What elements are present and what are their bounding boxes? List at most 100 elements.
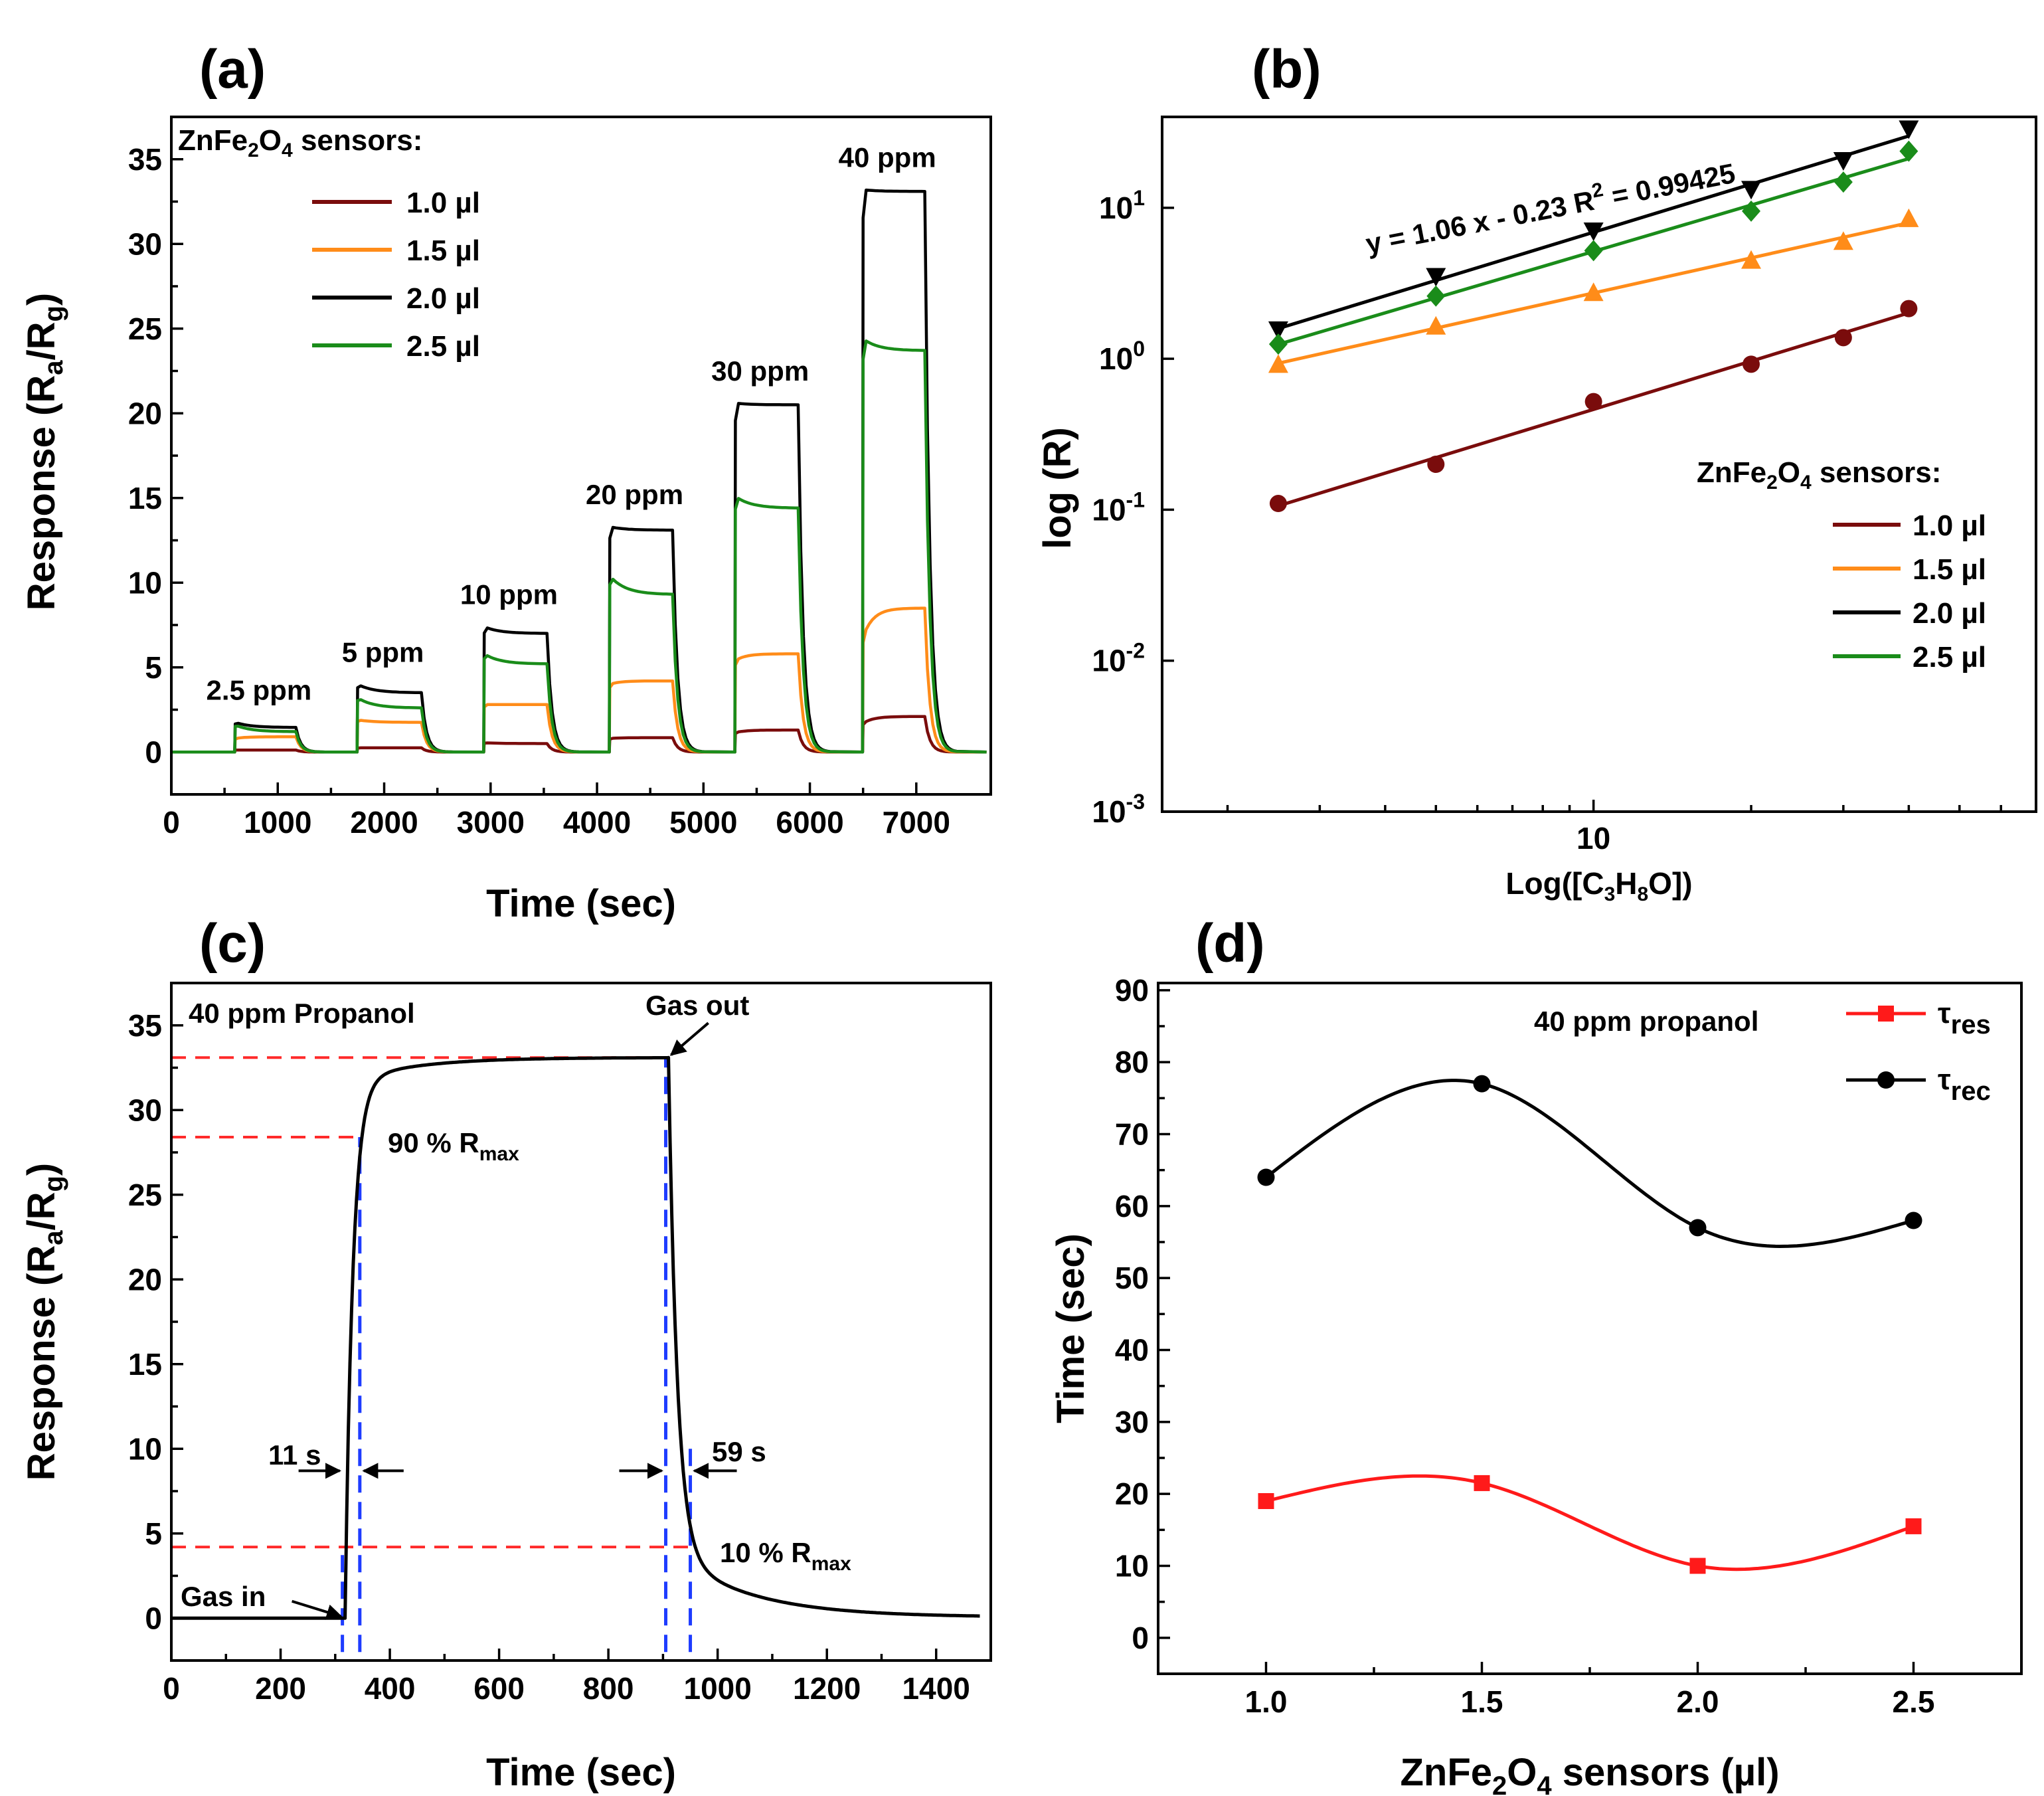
panel-c-ylabel: Response (Ra/Rg) (20, 1163, 68, 1481)
a-ytick-label: 25 (128, 312, 162, 346)
a-xtick-label: 3000 (457, 805, 525, 840)
panel-c-title: 40 ppm Propanol (189, 998, 415, 1029)
a-pulse-label: 2.5 ppm (206, 675, 311, 706)
response-time-label: 11 s (268, 1439, 321, 1471)
panel-a-ylabel: Response (Ra/Rg) (20, 293, 68, 611)
d-ytick-label: 60 (1115, 1189, 1149, 1223)
d-point (1905, 1212, 1922, 1229)
b-point (1583, 282, 1604, 302)
recovery-time-label: 59 s (712, 1436, 766, 1467)
a-ytick-label: 0 (145, 735, 162, 769)
b-point (1427, 456, 1445, 473)
a-xtick-label: 0 (163, 805, 180, 840)
b-point (1741, 250, 1762, 269)
gas-out-label: Gas out (645, 990, 749, 1021)
b-point (1426, 315, 1446, 335)
panel-c-curve (171, 1055, 980, 1620)
gas-out-arrow (669, 1022, 709, 1056)
d-ytick-label: 80 (1115, 1045, 1149, 1079)
d-point (1689, 1558, 1706, 1574)
d-xtick-label: 1.0 (1245, 1684, 1288, 1719)
panel-b-points (1268, 120, 1919, 513)
b-legend-label: 1.5 µl (1913, 553, 1986, 586)
b-point (1426, 285, 1446, 307)
a-pulse-label: 30 ppm (711, 355, 809, 387)
d-legend-marker (1877, 1071, 1895, 1089)
a-xtick-label: 2000 (350, 805, 418, 840)
b-point (1899, 208, 1919, 227)
b-ytick-label: 10-2 (1092, 639, 1145, 678)
a-legend-label: 2.5 µl (406, 330, 480, 363)
d-legend-label: τres (1938, 997, 1991, 1039)
d-legend-label: τrec (1938, 1063, 1991, 1106)
b-point (1833, 231, 1853, 250)
b-point (1834, 329, 1852, 347)
c-ytick-label: 0 (145, 1601, 162, 1635)
a-legend-label: 1.5 µl (406, 234, 480, 267)
panel-d-label: (d) (1195, 913, 1265, 974)
b-legend-label: 1.0 µl (1913, 509, 1986, 542)
a-ytick-label: 15 (128, 481, 162, 515)
panel-d-curves (1257, 1075, 1922, 1574)
c-xtick-label: 1200 (793, 1671, 861, 1706)
b-point (1743, 355, 1760, 373)
c-xtick-label: 800 (583, 1671, 634, 1706)
c-xtick-label: 600 (473, 1671, 525, 1706)
panel-b-legend-title: ZnFe2O4 sensors: (1697, 456, 1941, 494)
b-point (1426, 268, 1446, 287)
panel-b-xlabel: Log([C3H8O]) (1505, 866, 1692, 905)
b-legend-label: 2.5 µl (1913, 641, 1986, 674)
b-point (1584, 393, 1602, 410)
a-pulse-label: 40 ppm (839, 142, 936, 173)
a-xtick-label: 7000 (883, 805, 950, 840)
a-ytick-label: 10 (128, 565, 162, 600)
panel-a-curves (171, 188, 987, 754)
d-legend-marker (1878, 1006, 1894, 1022)
c-response-curve (171, 1055, 980, 1620)
a-xtick-label: 5000 (669, 805, 737, 840)
b-point (1742, 200, 1761, 222)
panel-b-frame (1161, 116, 2037, 813)
c-ytick-label: 10 (128, 1431, 162, 1466)
b-ytick-label: 101 (1099, 186, 1145, 225)
panel-a-legend: ZnFe2O4 sensors: 1.0 µl 1.5 µl 2.0 µl 2.5 µ… (178, 124, 480, 363)
panel-a-legend-items: 1.0 µl 1.5 µl 2.0 µl 2.5 µl (312, 187, 480, 363)
panel-c-frame (170, 982, 992, 1662)
panel-d-ticks: 1.0 1.5 2.0 2.5 0 10 20 30 40 50 60 70 80 90 (1115, 973, 2023, 1719)
panel-c: (c) 0 200 400 600 800 1000 1200 1400 0 5 10 15 20 25 3… (20, 913, 992, 1794)
d-ytick-label: 50 (1115, 1261, 1149, 1295)
d-xtick-label: 2.5 (1893, 1684, 1935, 1719)
panel-b-legend-items: 1.0 µl 1.5 µl 2.0 µl 2.5 µl (1833, 509, 1986, 674)
panel-d-frame (1157, 982, 2023, 1675)
panel-c-xlabel: Time (sec) (486, 1751, 676, 1794)
a-xtick-label: 6000 (776, 805, 843, 840)
panel-b-ylabel: log (R) (1036, 427, 1079, 549)
b-xtick-label: 10 (1576, 821, 1610, 855)
a-ytick-label: 20 (128, 396, 162, 430)
panel-c-label: (c) (199, 913, 266, 974)
panel-a-xlabel: Time (sec) (486, 882, 676, 925)
d-ytick-label: 20 (1115, 1477, 1149, 1511)
a-series-3 (171, 339, 987, 754)
c-ytick-label: 15 (128, 1347, 162, 1382)
gas-in-label: Gas in (181, 1581, 266, 1612)
d-ytick-label: 40 (1115, 1333, 1149, 1368)
b-legend-label: 2.0 µl (1913, 597, 1986, 630)
a-pulse-label: 20 ppm (586, 479, 683, 510)
c-ytick-label: 35 (128, 1008, 162, 1043)
d-series-curve-0 (1265, 1474, 1915, 1572)
panel-d-xlabel: ZnFe2O4 sensors (µl) (1400, 1751, 1779, 1796)
panel-a-pulse-labels: 2.5 ppm 5 ppm 10 ppm 20 ppm 30 ppm 40 ppm (206, 142, 936, 706)
d-ytick-label: 0 (1132, 1621, 1149, 1655)
panel-d-ylabel: Time (sec) (1049, 1233, 1092, 1423)
b-point (1269, 495, 1287, 513)
panel-b-ticks: 10 101 100 10-1 10-2 10-3 (1092, 186, 2002, 855)
a-ytick-label: 35 (128, 142, 162, 177)
b-point (1268, 333, 1288, 355)
c-ytick-label: 30 (128, 1093, 162, 1127)
panel-d-legend: τres τrec (1846, 997, 1991, 1106)
b-ytick-label: 100 (1099, 337, 1145, 376)
b-point (1268, 354, 1288, 373)
panel-a-label: (a) (199, 39, 266, 100)
c-xtick-label: 1400 (902, 1671, 970, 1706)
